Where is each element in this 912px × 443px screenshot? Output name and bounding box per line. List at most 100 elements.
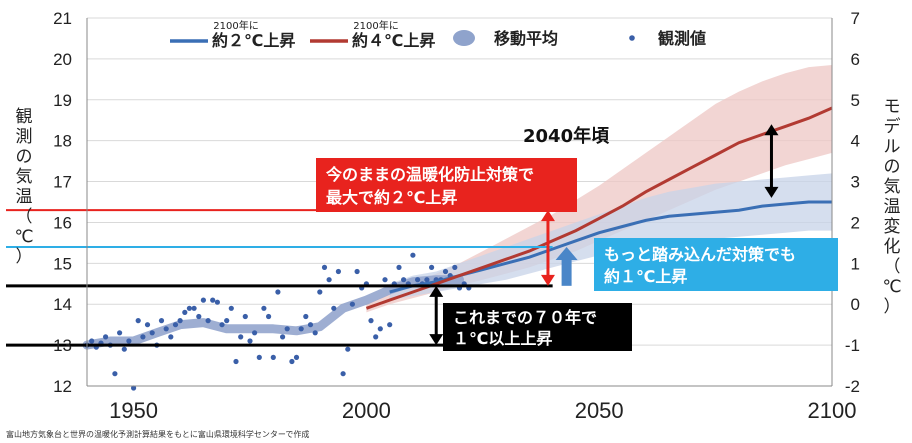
arrow-2 (555, 246, 578, 286)
observed-point-1954 (149, 330, 155, 336)
observed-point-1961 (182, 309, 188, 315)
observed-point-1947 (117, 330, 123, 336)
x-tick-2000: 2000 (342, 398, 391, 423)
arrow-head-2 (555, 246, 578, 260)
observed-point-1984 (289, 358, 295, 365)
observed-point-1944 (103, 334, 109, 340)
y2-tick-5: 5 (851, 91, 860, 110)
observed-point-1977 (256, 354, 262, 360)
observed-point-1994 (335, 268, 341, 275)
y2-tick-4: 4 (851, 132, 860, 151)
observed-point-1941 (89, 338, 95, 344)
y2label-char-10: ） (884, 297, 901, 317)
arrow-head-top-3 (764, 124, 779, 136)
arrow-head-top-1 (540, 210, 555, 222)
y-tick-21: 21 (53, 9, 72, 28)
y-tick-13: 13 (53, 336, 72, 355)
y-tick-17: 17 (53, 173, 72, 192)
observed-point-2010 (410, 252, 416, 258)
ylabel-char-0: 観 (16, 107, 33, 127)
uncertainty-bands (366, 65, 832, 313)
y2label-char-6: 変 (884, 217, 901, 237)
observed-point-2008 (401, 277, 407, 283)
observed-point-1993 (331, 305, 337, 311)
observed-point-1969 (219, 322, 225, 328)
observed-point-1995 (340, 371, 346, 377)
red-box-line-2: 最大で約２℃上昇 (326, 188, 457, 207)
legend-sup-0: 2100年に (213, 19, 258, 32)
y2label-char-1: デ (884, 116, 901, 137)
band-two-degree (389, 173, 832, 301)
arrow-0 (429, 285, 444, 346)
y2label-char-5: 温 (884, 197, 901, 217)
arrow-head-bottom-3 (764, 186, 779, 198)
ylabel-char-2: の (16, 147, 33, 167)
observed-point-1968 (214, 299, 220, 305)
legend-swatch-3 (629, 35, 635, 41)
observed-point-1960 (177, 318, 183, 324)
y-tick-16: 16 (53, 213, 72, 232)
observed-point-1980 (270, 354, 276, 360)
observed-point-2014 (429, 264, 435, 270)
observed-point-1956 (158, 318, 165, 324)
observed-point-2002 (373, 334, 379, 340)
annotation-arrows (429, 124, 779, 346)
ylabel-char-1: 測 (16, 127, 33, 147)
observed-point-1963 (191, 305, 197, 311)
y2-tick-7: 7 (851, 9, 860, 28)
y-tick-19: 19 (53, 91, 72, 110)
arrow-1 (540, 210, 555, 286)
black-box-line-1: これまでの７０年で (453, 308, 597, 327)
scenario-lines (365, 106, 833, 310)
y2-tick-6: 6 (851, 50, 860, 69)
y2label-char-8: （ (884, 257, 901, 277)
observed-point-1966 (205, 318, 211, 324)
observed-point-1981 (275, 289, 281, 295)
arrow-head-bottom-1 (540, 274, 555, 286)
y2label-char-7: 化 (884, 237, 901, 257)
y2-tick--1: -1 (845, 336, 860, 355)
y-tick-20: 20 (53, 50, 72, 69)
arrow-head-bottom-0 (429, 334, 444, 346)
y2label-char-0: モ (884, 97, 901, 117)
legend-label-3: 観測値 (658, 29, 706, 48)
series-line-four-degree (365, 106, 833, 310)
observed-point-1972 (233, 358, 239, 365)
y2label-char-4: 気 (884, 177, 901, 197)
observed-point-2011 (415, 277, 421, 283)
axes (86, 18, 833, 387)
observed-point-2003 (377, 326, 383, 332)
blue-annotation-box: もっと踏み込んだ対策でも 約１℃上昇 (594, 238, 838, 291)
observed-point-1976 (252, 330, 258, 336)
legend-label-2: 移動平均 (494, 29, 558, 48)
year-2040-label: 2040年頃 (523, 125, 610, 147)
observed-point-1965 (200, 297, 206, 303)
arrow-shaft-2 (561, 258, 572, 286)
y2-tick-0: 0 (851, 295, 860, 314)
observed-point-2019 (452, 264, 458, 270)
observed-point-1998 (354, 268, 360, 275)
ylabel-char-4: 温 (16, 187, 33, 207)
legend-swatch-2 (453, 30, 475, 46)
observed-point-1959 (172, 322, 179, 328)
observed-point-1971 (228, 305, 234, 311)
observed-point-1952 (140, 334, 146, 340)
observed-point-1985 (293, 354, 300, 360)
observed-point-2013 (424, 277, 430, 283)
observed-point-1990 (317, 289, 323, 295)
y-tick-15: 15 (53, 254, 72, 273)
observed-point-1992 (326, 277, 332, 283)
black-annotation-box: これまでの７０年で １℃以上上昇 (443, 303, 632, 351)
arrow-3 (764, 124, 779, 198)
y2label-char-9: ℃ (882, 277, 901, 297)
red-annotation-box: 今のままの温暖化防止対策で 最大で約２℃上昇 (316, 158, 577, 212)
observed-point-1964 (196, 313, 202, 320)
observed-point-1987 (303, 313, 309, 320)
observed-point-1948 (121, 346, 127, 352)
observed-point-1950 (131, 385, 137, 391)
observed-point-1957 (163, 326, 169, 332)
arrow-head-top-0 (429, 285, 444, 297)
